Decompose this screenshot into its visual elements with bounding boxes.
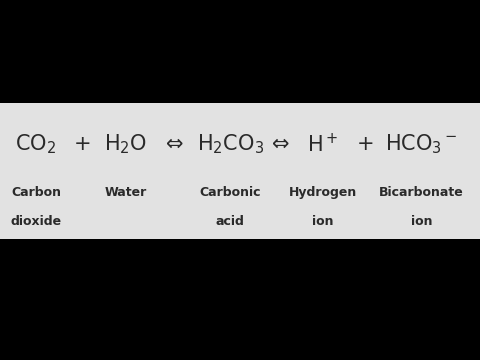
Text: Hydrogen: Hydrogen	[288, 186, 357, 199]
Text: ⇔: ⇔	[167, 134, 184, 154]
Text: Carbonic: Carbonic	[200, 186, 261, 199]
Text: +: +	[357, 134, 374, 154]
Text: dioxide: dioxide	[11, 215, 61, 228]
Text: HCO$_3$$^-$: HCO$_3$$^-$	[385, 132, 458, 156]
Text: H$^+$: H$^+$	[307, 132, 338, 156]
Text: Carbon: Carbon	[11, 186, 61, 199]
Text: ion: ion	[411, 215, 432, 228]
Text: ion: ion	[312, 215, 333, 228]
Text: Water: Water	[105, 186, 147, 199]
Text: Bicarbonate: Bicarbonate	[379, 186, 464, 199]
Text: CO$_2$: CO$_2$	[15, 132, 57, 156]
Text: ⇔: ⇔	[272, 134, 289, 154]
Bar	[0, 103, 480, 239]
Text: H$_2$CO$_3$: H$_2$CO$_3$	[197, 132, 264, 156]
Text: acid: acid	[216, 215, 245, 228]
Text: +: +	[74, 134, 91, 154]
Text: H$_2$O: H$_2$O	[104, 132, 147, 156]
